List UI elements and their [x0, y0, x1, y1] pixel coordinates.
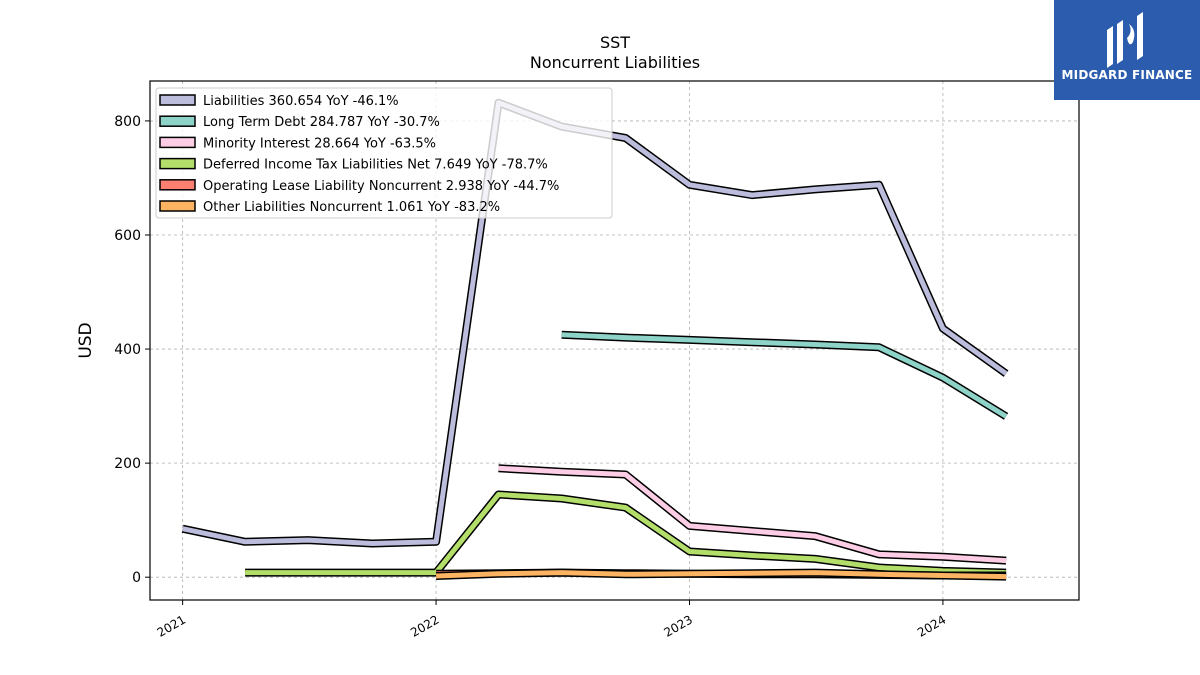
series-line [498, 465, 1007, 564]
legend-swatch [159, 94, 196, 106]
legend-label: Deferred Income Tax Liabilities Net 7.64… [203, 158, 548, 173]
series-line [245, 492, 1007, 576]
brand-logo: MIDGARD FINANCE [1054, 0, 1200, 100]
legend-label: Operating Lease Liability Noncurrent 2.9… [203, 179, 559, 194]
x-tick-label: 2022 [408, 612, 441, 639]
y-tick-label: 200 [114, 456, 141, 472]
x-tick-label: 2024 [915, 612, 948, 639]
x-tick-label: 2021 [155, 612, 188, 639]
chart-title: SST [599, 33, 631, 52]
series-line [436, 570, 1007, 580]
y-tick-label: 400 [114, 342, 141, 358]
x-tick-label: 2023 [662, 612, 695, 639]
legend-box [155, 87, 613, 219]
y-tick-label: 800 [114, 114, 141, 130]
legend-label: Liabilities 360.654 YoY -46.1% [203, 94, 399, 109]
legend-swatch [159, 157, 196, 170]
legend-swatch [159, 200, 196, 212]
y-tick-label: 600 [114, 228, 141, 244]
series-line-outline [498, 464, 1007, 565]
plot-area [149, 80, 1080, 601]
legend-swatch [159, 136, 196, 149]
legend-label: Other Liabilities Noncurrent 1.061 YoY -… [203, 200, 500, 215]
series-line [561, 332, 1008, 419]
legend-label: Long Term Debt 284.787 YoY -30.7% [203, 115, 440, 130]
brand-name: MIDGARD FINANCE [1061, 68, 1193, 82]
y-tick-label: 0 [132, 570, 141, 586]
chart-subtitle: Noncurrent Liabilities [529, 53, 701, 72]
y-axis-label: USD [76, 322, 96, 358]
legend-swatch [159, 115, 196, 127]
legend-label: Minority Interest 28.664 YoY -63.5% [203, 136, 436, 151]
legend-swatch [159, 179, 196, 191]
legend: Liabilities 360.654 YoY -46.1% Long Term … [155, 87, 613, 219]
midgard-logo-icon [1107, 12, 1143, 68]
